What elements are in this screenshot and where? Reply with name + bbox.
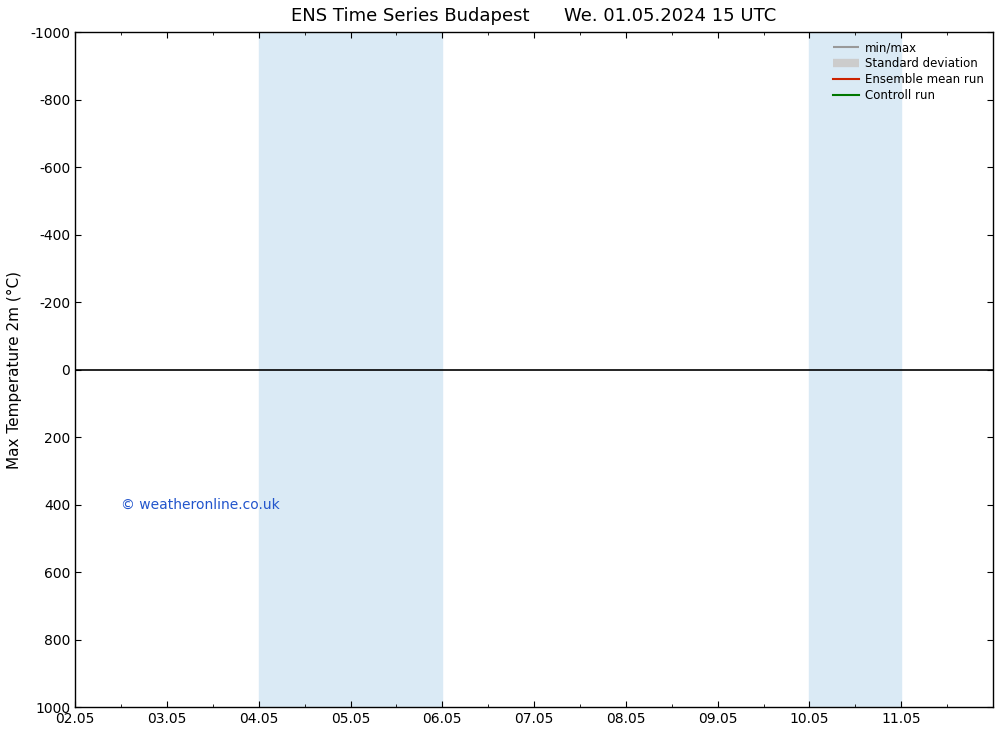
Text: © weatheronline.co.uk: © weatheronline.co.uk xyxy=(121,498,280,512)
Legend: min/max, Standard deviation, Ensemble mean run, Controll run: min/max, Standard deviation, Ensemble me… xyxy=(829,38,987,106)
Y-axis label: Max Temperature 2m (°C): Max Temperature 2m (°C) xyxy=(7,270,22,468)
Title: ENS Time Series Budapest      We. 01.05.2024 15 UTC: ENS Time Series Budapest We. 01.05.2024 … xyxy=(291,7,777,25)
Bar xyxy=(259,32,442,707)
Bar xyxy=(809,32,901,707)
